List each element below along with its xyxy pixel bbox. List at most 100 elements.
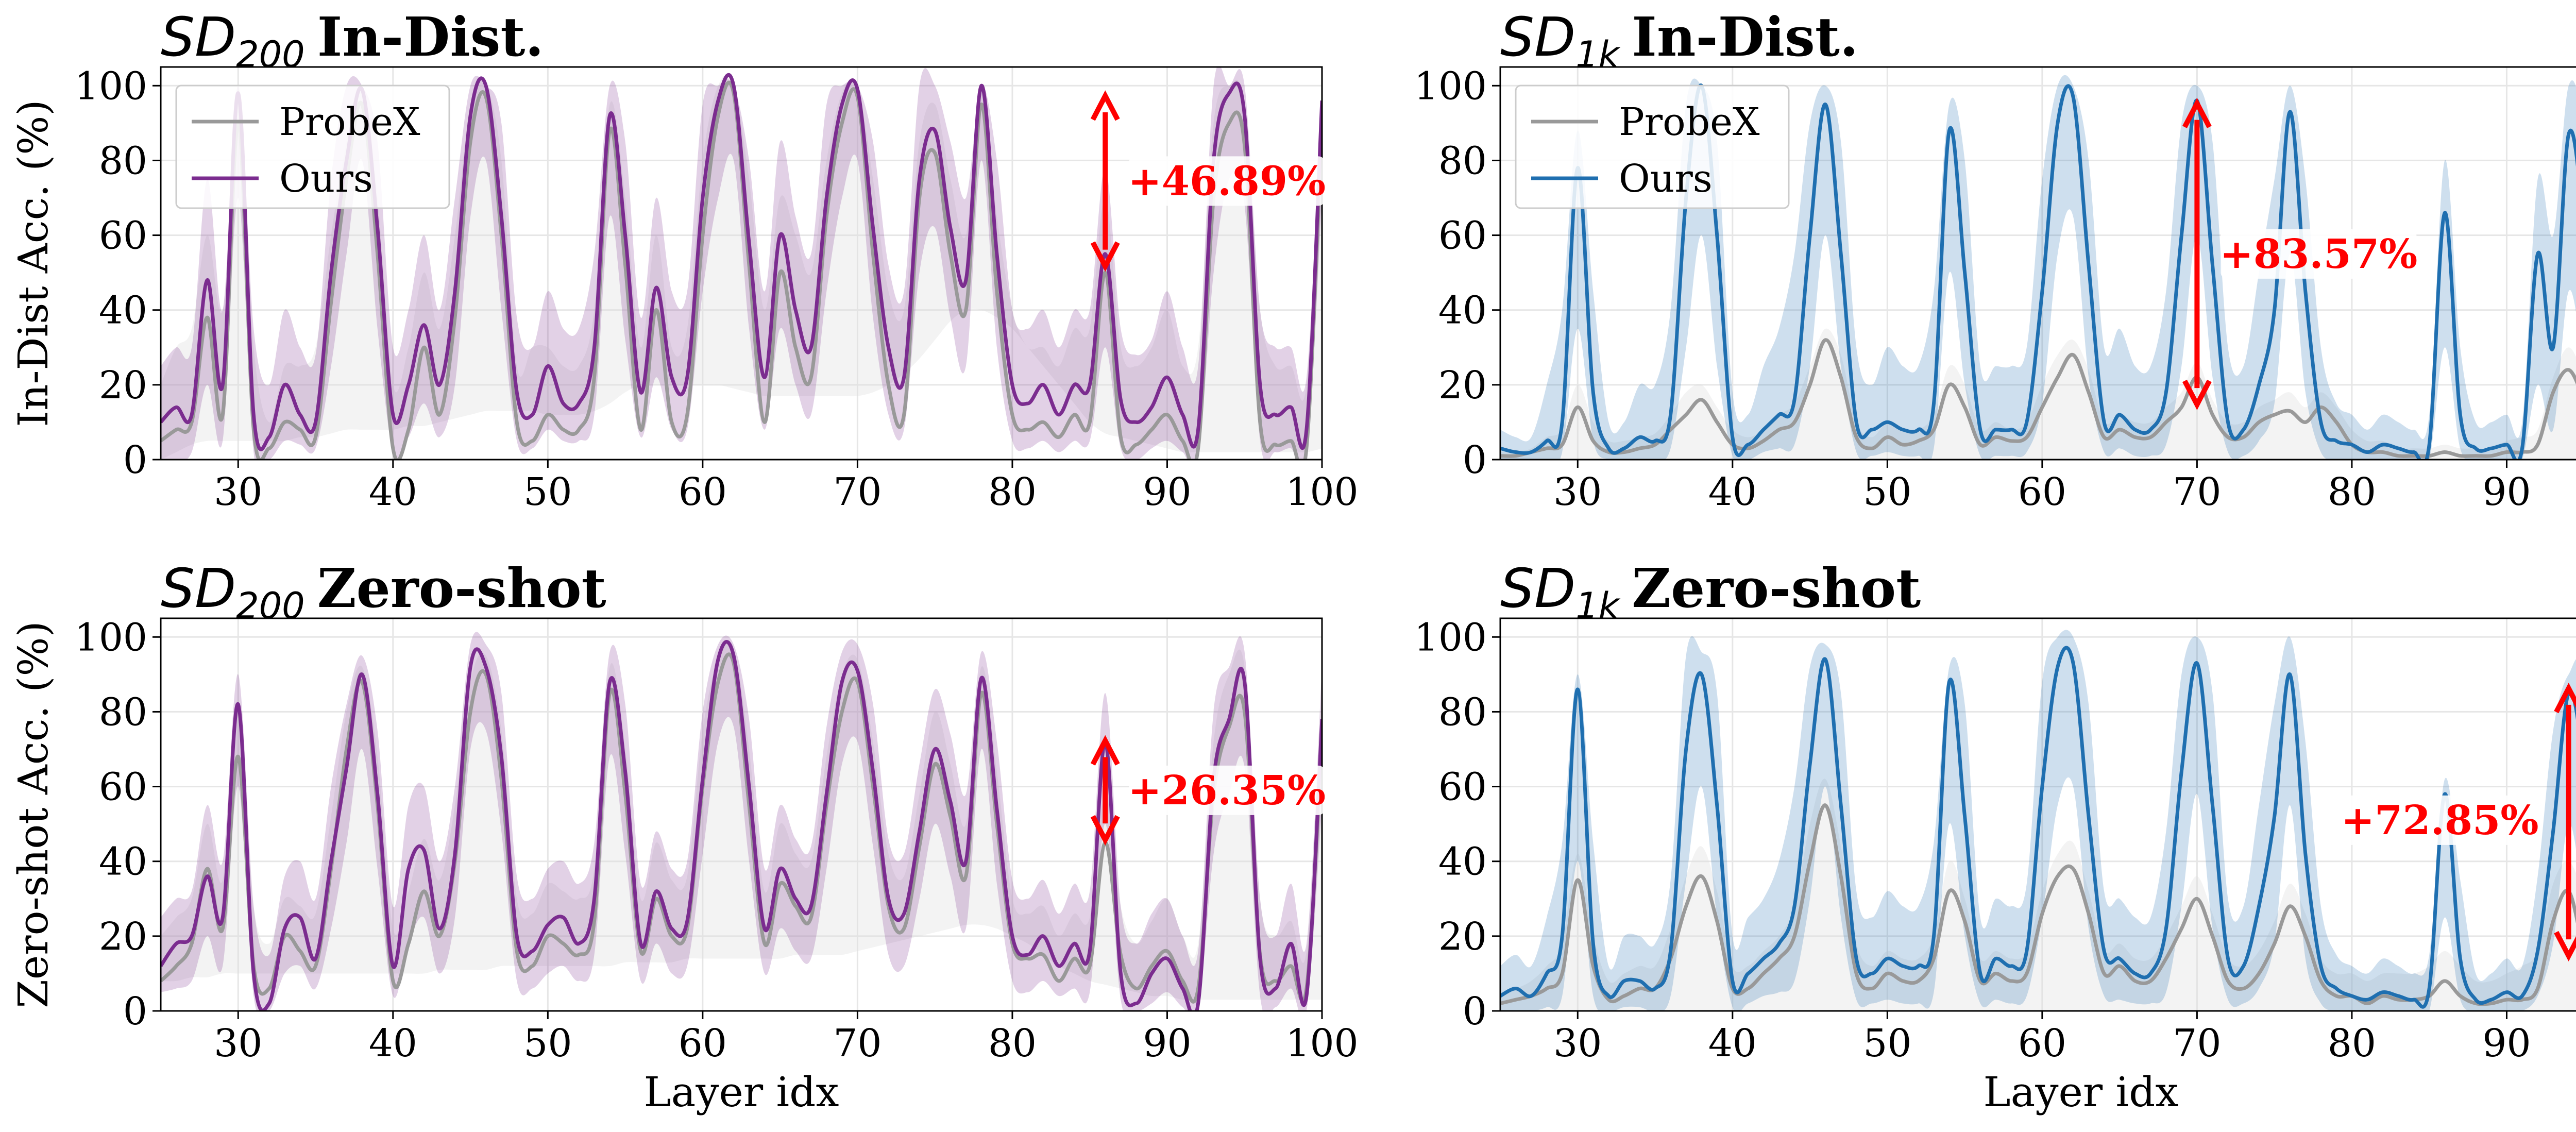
y-tick-label: 80 xyxy=(99,690,147,734)
plot-area xyxy=(161,632,1322,1011)
annotation-arrow-head-bottom xyxy=(1090,815,1120,846)
x-tick-label: 40 xyxy=(369,470,417,514)
plot-area xyxy=(1500,630,2576,1011)
y-tick-label: 60 xyxy=(1438,214,1487,258)
x-tick-label: 50 xyxy=(523,470,572,514)
annotation-arrow-head-top xyxy=(2182,97,2212,128)
y-axis-label: In-Dist Acc. (%) xyxy=(9,99,57,427)
y-tick-label: 0 xyxy=(1463,989,1487,1034)
x-tick-label: 60 xyxy=(679,470,727,514)
annotation-label: +26.35% xyxy=(1128,767,1326,814)
y-tick-label: 0 xyxy=(1463,438,1487,482)
title-bold: Zero-shot xyxy=(1632,556,1921,620)
x-tick-label: 30 xyxy=(214,470,262,514)
x-tick-label: 80 xyxy=(988,1021,1037,1066)
legend-label: ProbeX xyxy=(279,100,420,144)
x-tick-label: 90 xyxy=(1143,470,1191,514)
x-tick-label: 50 xyxy=(523,1021,572,1066)
x-tick-label: 90 xyxy=(2482,1021,2531,1066)
x-tick-label: 70 xyxy=(2173,470,2221,514)
title-subscript: 200 xyxy=(236,585,305,627)
title-bold: In-Dist. xyxy=(1632,5,1858,69)
title-subscript: 1k xyxy=(1575,33,1621,76)
chart-title: SD200 Zero-shot xyxy=(161,556,606,627)
axes-frame xyxy=(160,617,1323,1012)
x-tick-label: 80 xyxy=(2328,470,2376,514)
title-math: SD xyxy=(161,557,236,620)
y-tick-label: 40 xyxy=(99,840,147,884)
x-tick-label: 70 xyxy=(833,1021,882,1066)
y-tick-label: 20 xyxy=(1438,363,1487,408)
y-tick-label: 40 xyxy=(99,289,147,333)
x-tick-label: 60 xyxy=(2018,470,2066,514)
y-tick-label: 0 xyxy=(123,989,147,1034)
series-line-ours xyxy=(161,640,1322,1011)
legend-label: Ours xyxy=(279,157,373,201)
annotation-arrow-head-top xyxy=(1090,735,1120,766)
y-tick-label: 20 xyxy=(99,915,147,959)
x-tick-label: 40 xyxy=(369,1021,417,1066)
annotation-box xyxy=(1129,156,1325,206)
x-tick-label: 100 xyxy=(1285,470,1358,514)
annotation-box xyxy=(1129,765,1325,815)
x-axis-label: Layer idx xyxy=(1984,1068,2179,1116)
x-tick-label: 90 xyxy=(1143,1021,1191,1066)
x-tick-label: 40 xyxy=(1708,470,1757,514)
y-tick-label: 0 xyxy=(123,438,147,482)
x-tick-label: 80 xyxy=(2328,1021,2376,1066)
title-bold: In-Dist. xyxy=(317,5,544,69)
y-tick-label: 20 xyxy=(1438,915,1487,959)
y-axis-label: Zero-shot Acc. (%) xyxy=(9,621,57,1008)
chart-title: SD1k Zero-shot xyxy=(1500,556,1921,627)
y-tick-label: 60 xyxy=(99,765,147,809)
annotation-arrow-head-top xyxy=(2554,683,2576,714)
y-tick-label: 20 xyxy=(99,363,147,408)
chart-panel-1: 30 40 50 60 70 80 90 100 0 20 40 60 80 100 SD200 In-Dis… xyxy=(9,5,1359,514)
title-subscript: 1k xyxy=(1575,585,1621,627)
x-tick-label: 60 xyxy=(679,1021,727,1066)
x-tick-label: 30 xyxy=(214,1021,262,1066)
y-tick-label: 100 xyxy=(75,615,147,660)
x-tick-label: 100 xyxy=(1285,1021,1358,1066)
chart-panel-4: 30405060708090100020406080100SD1kZero-sh… xyxy=(1414,556,2576,1116)
annotation-box xyxy=(2342,795,2538,845)
y-tick-label: 80 xyxy=(1438,690,1487,734)
annotation-arrow-head-bottom xyxy=(2182,379,2212,410)
x-tick-label: 40 xyxy=(1708,1021,1757,1066)
x-tick-label: 70 xyxy=(833,470,882,514)
band-probex xyxy=(161,641,1322,1000)
axes-frame xyxy=(1499,617,2576,1012)
title-math: SD xyxy=(1500,6,1575,69)
x-tick-label: 90 xyxy=(2482,470,2531,514)
axes-frame xyxy=(1499,66,2576,461)
annotation-label: +46.89% xyxy=(1128,158,1326,205)
x-tick-label: 30 xyxy=(1553,470,1602,514)
chart-panel-3: 30 40 50 60 70 80 90 100 0 20 40 60 80 100 SD200 Zero-s… xyxy=(9,556,1359,1116)
x-tick-label: 30 xyxy=(1553,1021,1602,1066)
title-math: SD xyxy=(1500,557,1575,620)
annotation-label: +83.57% xyxy=(2220,231,2418,278)
legend-label: ProbeX xyxy=(1619,100,1760,144)
axes-frame xyxy=(160,66,1323,461)
x-tick-label: 80 xyxy=(988,470,1037,514)
x-tick-label: 50 xyxy=(1863,470,1911,514)
band-probex xyxy=(1500,328,2576,460)
y-tick-label: 80 xyxy=(99,139,147,183)
legend-label: Ours xyxy=(1619,157,1713,201)
y-tick-label: 60 xyxy=(1438,765,1487,809)
annotation-box xyxy=(2221,229,2417,279)
y-tick-label: 60 xyxy=(99,214,147,258)
annotation-arrow-head-bottom xyxy=(1090,241,1120,272)
series-line-ours xyxy=(1500,646,2576,1009)
title-bold: Zero-shot xyxy=(317,556,606,620)
y-tick-label: 100 xyxy=(1414,615,1487,660)
series-line-probex xyxy=(1500,803,2576,1006)
x-tick-label: 70 xyxy=(2173,1021,2221,1066)
annotation-arrow-head-bottom xyxy=(2554,931,2576,961)
series-line-probex xyxy=(1500,338,2576,458)
chart-title: SD1k In-Dist. xyxy=(1500,5,1858,76)
annotation-arrow-head-top xyxy=(1090,90,1120,121)
annotation-label: +72.85% xyxy=(2341,797,2539,844)
chart-title: SD200 In-Dist. xyxy=(161,5,544,76)
